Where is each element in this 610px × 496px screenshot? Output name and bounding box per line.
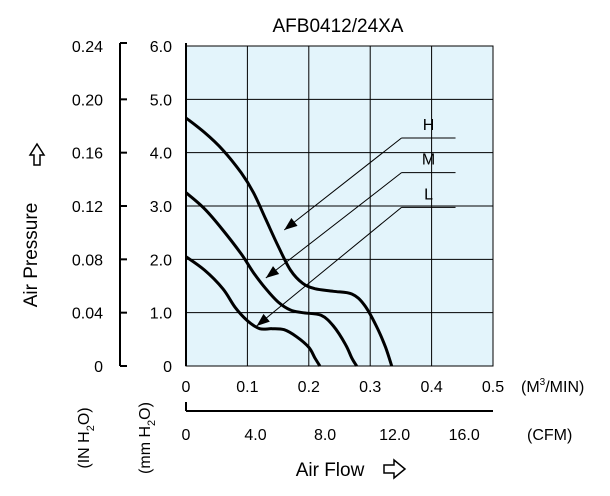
leader-line-m bbox=[265, 172, 402, 279]
y-secondary-tick-label: 0.04 bbox=[72, 306, 103, 323]
y-secondary-tick-label: 0.16 bbox=[72, 146, 103, 163]
y-primary-tick-label: 3.0 bbox=[150, 199, 172, 216]
x-primary-tick-label: 0.2 bbox=[298, 379, 320, 396]
y-axis-title: Air Pressure bbox=[21, 203, 42, 308]
arrow-head-l bbox=[256, 313, 270, 326]
x-primary-tick-label: 0.3 bbox=[359, 379, 381, 396]
y-secondary-tick-label: 0 bbox=[94, 359, 103, 376]
curve-h bbox=[185, 116, 394, 367]
arrow-head-h bbox=[284, 218, 298, 230]
x-primary-tick-label: 0.1 bbox=[236, 379, 258, 396]
x-primary-unit: (M3/MIN) bbox=[521, 377, 584, 396]
y-primary-tick-label: 6.0 bbox=[150, 39, 172, 56]
y-secondary-tick-labels: 0 0.04 0.08 0.12 0.16 0.20 0.24 bbox=[72, 39, 103, 376]
x-primary-tick-label: 0.5 bbox=[482, 379, 504, 396]
y-primary-unit: (mm H2O) bbox=[137, 402, 158, 474]
leader-line-h bbox=[283, 137, 402, 231]
leader-line-l bbox=[256, 206, 402, 327]
x-primary-tick-label: 0.4 bbox=[420, 379, 442, 396]
arrow-head-m bbox=[265, 266, 280, 278]
y-primary-tick-label: 0 bbox=[163, 359, 172, 376]
x-secondary-tick-label: 16.0 bbox=[449, 427, 480, 444]
y-secondary-tick-label: 0.20 bbox=[72, 92, 103, 109]
y-secondary-tick-label: 0.12 bbox=[72, 199, 103, 216]
grid-lines bbox=[186, 46, 493, 366]
curve-m bbox=[185, 191, 358, 367]
y-axis-brackets bbox=[119, 42, 187, 367]
y-primary-tick-label: 2.0 bbox=[150, 252, 172, 269]
curve-label-l: L bbox=[424, 186, 433, 203]
x-axis-title: Air Flow bbox=[296, 460, 365, 481]
curve-label-m: M bbox=[422, 152, 435, 169]
y-secondary-tick-label: 0.24 bbox=[72, 39, 103, 56]
curves: H ML bbox=[185, 116, 456, 367]
y-secondary-unit: (IN H2O) bbox=[76, 407, 97, 468]
curve-label-h: H bbox=[423, 117, 435, 134]
y-primary-tick-labels: 0 1.0 2.0 3.0 4.0 5.0 6.0 bbox=[150, 39, 172, 376]
x-secondary-tick-labels: 0 4.0 8.0 12.0 16.0 bbox=[182, 427, 480, 444]
x-secondary-tick-label: 8.0 bbox=[314, 427, 336, 444]
up-arrow-icon bbox=[28, 142, 46, 166]
y-secondary-tick-label: 0.08 bbox=[72, 252, 103, 269]
curve-l bbox=[185, 255, 322, 367]
chart-title: AFB0412/24XA bbox=[273, 16, 404, 37]
x-primary-tick-labels: 0 0.1 0.2 0.3 0.4 0.5 bbox=[182, 379, 505, 396]
x-secondary-tick-label: 0 bbox=[182, 427, 191, 444]
cfm-axis bbox=[185, 402, 493, 412]
x-secondary-unit: (CFM) bbox=[527, 427, 572, 444]
x-secondary-tick-label: 4.0 bbox=[244, 427, 266, 444]
x-secondary-tick-label: 12.0 bbox=[379, 427, 410, 444]
y-primary-tick-label: 5.0 bbox=[150, 92, 172, 109]
y-primary-tick-label: 1.0 bbox=[150, 306, 172, 323]
x-primary-tick-label: 0 bbox=[182, 379, 191, 396]
y-primary-tick-label: 4.0 bbox=[150, 146, 172, 163]
right-arrow-icon bbox=[383, 458, 407, 480]
